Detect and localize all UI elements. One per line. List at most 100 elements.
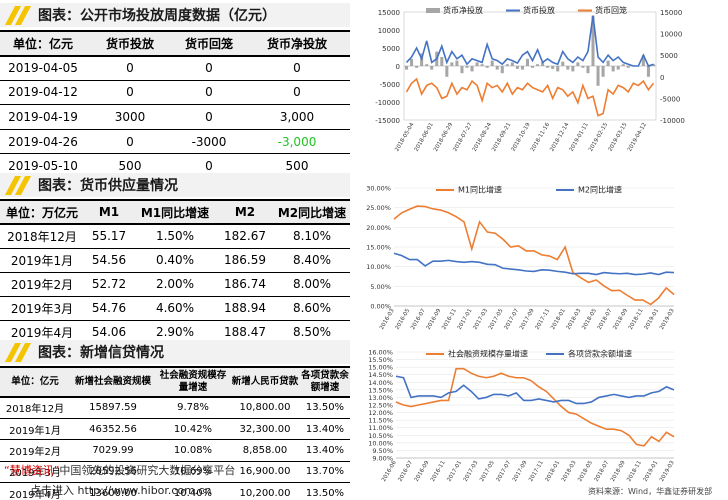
bar xyxy=(556,66,560,72)
x-tick-label: 2017-07 xyxy=(496,460,513,483)
table-cell: 13.70% xyxy=(300,461,350,484)
section2-title: 图表：货币供应量情况 xyxy=(38,178,178,194)
bar xyxy=(641,55,645,66)
source-note: 资料来源：Wind，华鑫证券研发部 xyxy=(588,487,713,496)
bar xyxy=(566,66,570,70)
bar xyxy=(586,66,590,74)
x-tick-label: 2018-05-04 xyxy=(394,122,415,153)
y-tick-label: 15.50% xyxy=(368,356,393,364)
table-cell: -3000 xyxy=(174,129,244,155)
y-tick-label-left: 0 xyxy=(396,63,400,71)
table-cell: 3000 xyxy=(86,104,174,130)
credit-growth-chart: 9.00%9.50%10.00%10.50%11.00%11.50%12.00%… xyxy=(368,349,676,483)
section2-title-bar: 图表：货币供应量情况 xyxy=(0,173,350,197)
table-header: M1同比增速 xyxy=(134,199,216,225)
x-tick-label: 2019-01-11 xyxy=(569,122,590,153)
table-cell: 28592.56 xyxy=(70,461,156,484)
table-cell: 188.94 xyxy=(216,296,274,321)
table-cell: 16,900.00 xyxy=(230,461,300,484)
y-tick-label: 16.00% xyxy=(368,349,393,357)
x-tick-label: 2018-03 xyxy=(566,308,583,331)
bar xyxy=(546,66,550,68)
x-tick-label: 2018-11 xyxy=(626,460,643,483)
table-header: 货币回笼 xyxy=(174,30,244,57)
x-tick-label: 2018-11-16 xyxy=(530,122,551,153)
x-tick-label: 2018-09 xyxy=(610,460,627,483)
table-cell: 0 xyxy=(86,129,174,155)
table-cell: 8,858.00 xyxy=(230,439,300,462)
open-market-chart: 15000 10000 5000 0 -5000 -10000 -15000 15000 100… xyxy=(375,5,685,153)
table-header: 各项贷款余额增速 xyxy=(300,366,350,398)
section3-title-bar: 图表：新增信贷情况 xyxy=(0,340,350,364)
table-cell: 46352.56 xyxy=(70,418,156,441)
x-tick-label: 2018-07-27 xyxy=(452,122,473,153)
watermark-brand: “慧博资讯” xyxy=(4,464,60,477)
y-tick-label-right: -10000 xyxy=(660,117,685,125)
table-cell: 10.69% xyxy=(156,461,230,484)
table-cell: 13.40% xyxy=(300,418,350,441)
legend-label: 货币净投放 xyxy=(443,5,483,15)
bar xyxy=(480,64,484,66)
table-row: 2019-04-26 0 -3000 -3,000 xyxy=(0,129,350,155)
bar xyxy=(495,66,499,70)
table-cell: 0.40% xyxy=(134,248,216,273)
hibor-watermark: “慧博资讯”中国领先的投资研究大数据分享平台 xyxy=(4,462,235,478)
x-tick-label: 2017-03 xyxy=(472,308,489,331)
x-tick-label: 2016-07 xyxy=(397,460,414,483)
table-cell: 8.10% xyxy=(274,224,350,249)
legend-label: 各项贷款余额增速 xyxy=(568,349,632,359)
table-cell: 186.74 xyxy=(216,272,274,297)
table-header: M1 xyxy=(84,199,134,225)
y-tick-label: 14.00% xyxy=(368,379,393,387)
section1-title: 图表：公开市场投放周度数据（亿元） xyxy=(38,8,276,24)
bar xyxy=(651,64,655,66)
series-line-blue xyxy=(405,15,654,67)
bar xyxy=(440,57,444,66)
table-row: 2019年4月 13600.00 10.40% 10,200.00 13.50% xyxy=(0,482,350,500)
x-tick-label: 2016-07 xyxy=(410,308,427,331)
table-cell: 0 xyxy=(174,55,244,81)
table-header: 单位：亿元 xyxy=(0,366,70,398)
table-cell: 2018年12月 xyxy=(0,224,84,249)
table-cell: 8.40% xyxy=(274,248,350,273)
x-tick-label: 2016-09 xyxy=(426,308,443,331)
table-cell: 1.50% xyxy=(134,224,216,249)
table-cell: 2019-04-05 xyxy=(0,55,86,81)
table-header: M2同比增速 xyxy=(274,199,350,225)
y-tick-label: 12.00% xyxy=(368,409,393,417)
bar xyxy=(576,62,580,66)
bar xyxy=(430,66,434,70)
bar xyxy=(621,64,625,66)
x-tick-label: 2018-09 xyxy=(612,308,629,331)
table-cell: 13.50% xyxy=(300,397,350,419)
table-cell: 10,200.00 xyxy=(230,482,300,500)
table-header: 新增人民币贷款 xyxy=(230,366,300,398)
legend-label: 货币回笼 xyxy=(595,5,627,15)
x-tick-label: 2017-03 xyxy=(463,460,480,483)
table-cell: 13.50% xyxy=(300,482,350,500)
table-cell: 10.40% xyxy=(156,482,230,500)
y-tick-label: 10.50% xyxy=(368,432,393,440)
table-cell: 10.42% xyxy=(156,418,230,441)
x-tick-label: 2018-11 xyxy=(628,308,645,331)
table-cell: 2019年2月 xyxy=(0,439,70,462)
bar xyxy=(510,62,514,66)
table-row: 2019年2月 7029.99 10.08% 8,858.00 13.40% xyxy=(0,439,350,462)
y-tick-label-left: 5000 xyxy=(382,45,400,53)
bar xyxy=(551,66,555,69)
bar xyxy=(581,66,585,68)
x-tick-label: 2016-11 xyxy=(430,460,447,483)
x-tick-label: 2018-01 xyxy=(550,308,567,331)
bar xyxy=(450,62,454,66)
x-tick-label: 2016-06 xyxy=(381,460,398,483)
bar xyxy=(611,66,615,72)
series-line xyxy=(393,252,675,276)
bar xyxy=(475,62,479,66)
y-tick-label: 15.00% xyxy=(366,244,391,252)
y-tick-label-left: -15000 xyxy=(375,117,400,125)
bar xyxy=(596,66,600,86)
hibor-link[interactable]: 点击进入 http://www.hibor.com.cn xyxy=(30,484,212,497)
bar xyxy=(485,66,489,68)
table-row: 2019年1月 54.56 0.40% 186.59 8.40% xyxy=(0,248,350,273)
double-slash-icon xyxy=(2,4,34,26)
